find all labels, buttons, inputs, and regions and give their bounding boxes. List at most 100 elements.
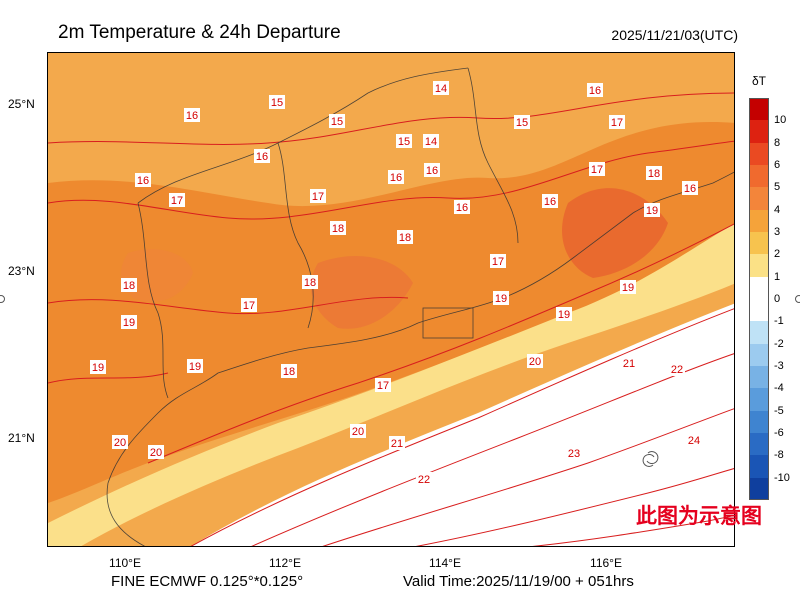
contour-label: 18 [397,230,413,244]
svg-text:16: 16 [456,202,468,214]
svg-text:22: 22 [671,364,683,376]
colorbar-swatch [749,388,769,412]
contour-label: 19 [121,315,137,329]
contour-label: 20 [148,445,164,459]
hot-pocket-west [121,249,193,302]
schematic-watermark: 此图为示意图 [636,504,762,528]
svg-text:21: 21 [623,358,635,370]
sea-fill [191,303,734,546]
province-border-east [467,67,519,244]
svg-text:18: 18 [399,232,411,244]
contour-label: 15 [396,134,412,148]
valid-time: Valid Time:2025/11/19/00 + 051hrs [403,573,634,590]
colorbar-tick-label: 10 [774,114,787,127]
isotherm-j [48,372,169,384]
colorbar-swatch [749,343,769,367]
colorbar-swatch [749,254,769,278]
colorbar-tick-label: 8 [774,136,781,149]
svg-text:19: 19 [495,293,507,305]
isotherm-i [48,296,409,315]
colorbar-tick-label: 3 [774,226,781,238]
province-border-west [137,202,169,399]
colorbar-swatch [749,366,769,389]
svg-text:24: 24 [688,435,700,447]
colorbar-tick-label: -2 [774,337,784,350]
lon-label-110: 110°E [109,556,141,570]
svg-text:17: 17 [611,117,623,129]
forecast-datetime: 2025/11/21/03(UTC) [611,27,738,43]
lat-label-21: 21°N [8,431,35,445]
bay-box [422,307,474,339]
svg-text:19: 19 [622,282,634,294]
svg-text:14: 14 [425,136,437,148]
svg-text:16: 16 [186,110,198,122]
contour-label: 19 [90,360,106,374]
contour-label: 19 [187,359,203,373]
cyclone-symbol-icon [642,451,659,467]
colorbar-tick-label: -3 [774,360,784,372]
colorbar-tick-label: -5 [774,404,784,417]
svg-text:16: 16 [426,165,438,177]
svg-text:17: 17 [591,164,603,176]
contour-label: 20 [527,354,543,368]
isotherms [48,92,734,546]
province-border-north [137,67,469,204]
contour-label: 16 [424,163,440,177]
colorbar-swatch [749,276,769,300]
svg-text:15: 15 [516,117,528,129]
svg-text:20: 20 [150,447,162,459]
lon-label-116: 116°E [590,556,622,570]
contour-label: 18 [302,275,318,289]
colorbar-tick-label: 6 [774,159,781,171]
contour-label: 21 [621,356,637,370]
contour-label: 15 [329,114,345,128]
contour-label: 15 [269,95,285,109]
svg-text:19: 19 [123,317,135,329]
svg-text:15: 15 [398,136,410,148]
colorbar-swatch [749,299,769,322]
svg-text:16: 16 [684,183,696,195]
contour-label: 19 [493,291,509,305]
colorbar-tick-label: 5 [774,181,781,194]
svg-text:20: 20 [529,356,541,368]
svg-text:17: 17 [243,300,255,312]
svg-text:14: 14 [435,83,447,95]
svg-text:16: 16 [137,175,149,187]
colorbar-tick-label: 2 [774,248,781,261]
contour-label: 17 [310,189,326,203]
contour-labels: 16 15 15 14 16 16 15 14 15 16 17 17 16 1… [90,81,702,486]
edge-marker-right [795,295,800,303]
isotherm-a [190,308,734,546]
contour-label: 19 [644,203,660,217]
contour-label: 24 [686,433,702,447]
svg-text:16: 16 [589,85,601,97]
contour-label: 18 [330,221,346,235]
colorbar-tick-label: 1 [774,270,781,283]
svg-text:18: 18 [648,168,660,180]
contour-label: 16 [184,108,200,122]
svg-text:18: 18 [304,277,316,289]
peninsula-outline [106,482,146,546]
hot-pocket-east [562,188,668,278]
contour-label: 16 [454,200,470,214]
svg-text:19: 19 [558,309,570,321]
colorbar-swatch [749,187,769,211]
colorbar-swatch [749,98,769,121]
colorbar-tick-label: 0 [774,293,781,305]
contour-label: 17 [490,254,506,268]
contour-label: 17 [169,193,185,207]
contour-label: 17 [609,115,625,129]
svg-text:19: 19 [189,361,201,373]
svg-text:16: 16 [256,151,268,163]
svg-text:16: 16 [390,172,402,184]
colorbar-tick-label: -6 [774,427,784,439]
svg-text:17: 17 [171,195,183,207]
contour-label: 22 [416,472,432,486]
colorbar-swatch [749,209,769,233]
colorbar-swatch [749,232,769,255]
colorbar-swatch [749,120,769,144]
contour-label: 18 [646,166,662,180]
colorbar-tick-label: -8 [774,449,784,462]
svg-text:15: 15 [271,97,283,109]
province-border-mid [277,142,314,329]
